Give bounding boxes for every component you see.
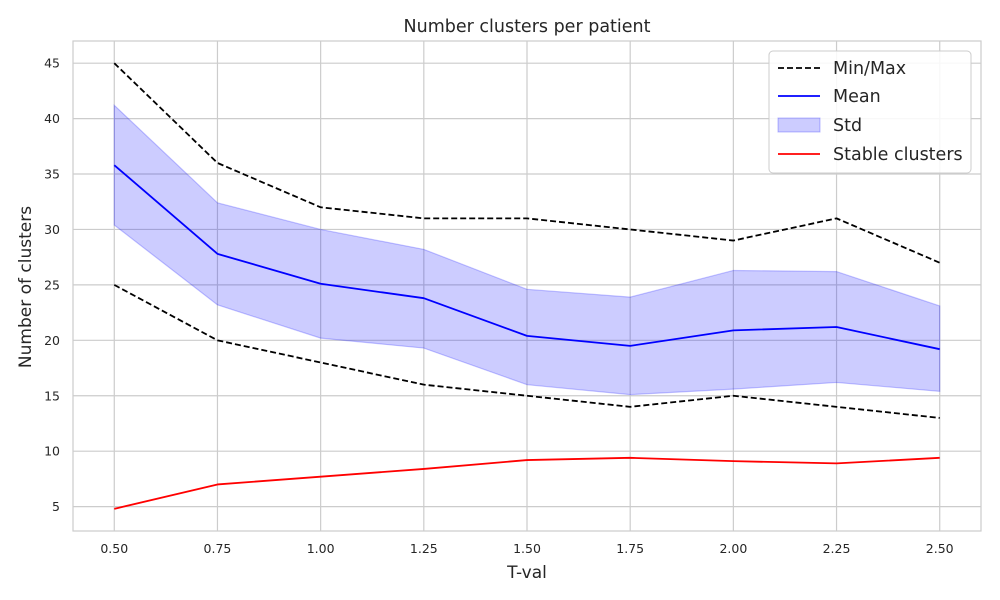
x-tick-label: 0.50 (100, 541, 128, 556)
x-tick-label: 2.25 (823, 541, 851, 556)
legend-label-mean: Mean (833, 87, 881, 107)
series-lines (113, 62, 941, 510)
legend: Min/Max Mean Std Stable clusters (768, 50, 972, 174)
series-line-min-max-0 (113, 62, 941, 264)
y-tick-label: 35 (44, 167, 60, 182)
x-tick-label: 2.00 (719, 541, 747, 556)
y-tick-label: 5 (52, 499, 60, 514)
chart-title: Number clusters per patient (404, 17, 651, 37)
x-tick-label: 1.50 (513, 541, 541, 556)
x-tick-label: 2.50 (926, 541, 954, 556)
x-tick-label: 1.00 (307, 541, 335, 556)
y-tick-label: 40 (44, 111, 60, 126)
x-tick-label: 1.75 (616, 541, 644, 556)
legend-label-std: Std (833, 116, 862, 136)
y-tick-label: 25 (44, 277, 60, 292)
legend-label-minmax: Min/Max (833, 59, 906, 79)
legend-label-stable: Stable clusters (833, 145, 963, 165)
x-tick-label: 0.75 (204, 541, 232, 556)
y-tick-labels: 5 10 15 20 25 30 35 40 45 (44, 56, 60, 514)
x-tick-labels: 0.50 0.75 1.00 1.25 1.50 1.75 2.00 2.25 2.50 (100, 541, 953, 556)
y-tick-label: 45 (44, 56, 60, 71)
y-tick-label: 15 (44, 388, 60, 403)
plot-frame (72, 40, 982, 532)
legend-swatch-std (777, 117, 821, 133)
std-band-layer (113, 103, 941, 396)
y-tick-label: 20 (44, 333, 60, 348)
legend-box (768, 50, 972, 174)
std-band (113, 103, 941, 396)
y-tick-label: 10 (44, 444, 60, 459)
x-tick-label: 1.25 (410, 541, 438, 556)
x-axis-label: T-val (506, 563, 547, 583)
series-line-mean-2 (113, 164, 940, 351)
series-line-stable-clusters-4 (114, 456, 940, 510)
y-axis-label: Number of clusters (16, 206, 36, 368)
y-tick-label: 30 (44, 222, 60, 237)
